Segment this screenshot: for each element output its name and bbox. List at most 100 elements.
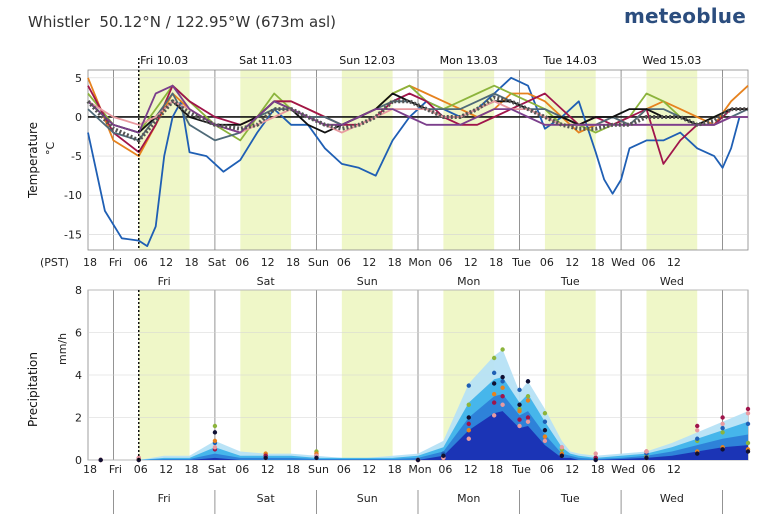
precip-point-model-6 xyxy=(314,455,319,461)
precip-point-model-6 xyxy=(500,374,505,380)
precip-point-model-4 xyxy=(525,415,531,420)
precip-point-model-2 xyxy=(517,387,522,393)
precip-point-model-6 xyxy=(559,453,565,458)
precip-point-model-6 xyxy=(745,449,751,454)
precip-point-model-3 xyxy=(466,428,471,433)
footer-day-label: Sat xyxy=(257,492,276,505)
precip-point-model-3 xyxy=(542,434,548,439)
temp-daylight-band xyxy=(240,70,292,250)
temp-time-tick: Sun xyxy=(308,256,329,269)
precip-time-tick: Mon xyxy=(408,463,431,476)
precip-time-tick: 12 xyxy=(565,463,579,476)
precip-axis-title: Precipitation xyxy=(26,352,40,427)
footer-day-label: Tue xyxy=(560,492,580,505)
precip-point-model-6 xyxy=(542,428,548,433)
precip-header-day-label: Wed xyxy=(660,275,684,288)
temp-time-tick: 06 xyxy=(235,256,249,269)
temp-ytick-label: -15 xyxy=(64,228,82,241)
precip-time-tick: 06 xyxy=(235,463,249,476)
precip-point-model-6 xyxy=(593,457,598,463)
precip-time-tick: 12 xyxy=(261,463,275,476)
precip-time-tick: Sun xyxy=(308,463,329,476)
precip-point-model-2 xyxy=(695,436,700,441)
precip-point-model-2 xyxy=(491,370,497,376)
precip-time-tick: 06 xyxy=(337,463,351,476)
temp-ytick-label: -10 xyxy=(64,189,82,202)
precip-point-model-5 xyxy=(695,428,700,433)
temp-daylight-band xyxy=(443,70,495,250)
precip-time-tick: 06 xyxy=(134,463,148,476)
temp-time-tick: 06 xyxy=(641,256,655,269)
precip-point-model-5 xyxy=(720,421,725,427)
temp-time-tick: 12 xyxy=(667,256,681,269)
precip-axis-unit: mm/h xyxy=(56,333,69,365)
precip-time-tick: 18 xyxy=(83,463,97,476)
precip-time-tick: 12 xyxy=(464,463,478,476)
precip-point-model-4 xyxy=(720,415,725,420)
date-label: Sun 12.03 xyxy=(339,54,395,67)
temp-time-tick: 18 xyxy=(185,256,199,269)
temp-time-tick: 12 xyxy=(261,256,275,269)
precip-time-tick: 12 xyxy=(667,463,681,476)
date-label: Tue 14.03 xyxy=(542,54,597,67)
precip-point-model-1 xyxy=(466,402,471,407)
precip-point-model-1 xyxy=(525,394,531,399)
temperature-plot-frame xyxy=(87,69,749,251)
temp-time-tick: 12 xyxy=(464,256,478,269)
precip-point-model-6 xyxy=(415,457,421,463)
precip-point-model-5 xyxy=(593,451,598,456)
precip-time-tick: 12 xyxy=(362,463,376,476)
chart-title: Whistler 50.12°N / 122.95°W (673m asl) xyxy=(28,13,336,31)
precip-time-tick: 18 xyxy=(489,463,503,476)
precip-time-tick: 12 xyxy=(159,463,173,476)
temp-time-tick: Sat xyxy=(208,256,227,269)
temp-time-tick: Mon xyxy=(408,256,431,269)
precip-point-model-6 xyxy=(466,415,471,420)
temp-time-tick: Wed xyxy=(611,256,635,269)
precip-point-model-6 xyxy=(98,457,103,463)
temp-time-tick: 06 xyxy=(438,256,452,269)
temp-time-tick: 12 xyxy=(159,256,173,269)
date-label: Wed 15.03 xyxy=(642,54,701,67)
precip-point-model-3 xyxy=(517,408,522,414)
precip-point-model-5 xyxy=(466,436,471,441)
precip-point-model-4 xyxy=(745,406,751,412)
meteoblue-logo[interactable]: meteoblue xyxy=(623,4,746,28)
precip-point-model-1 xyxy=(212,423,218,429)
precip-point-model-5 xyxy=(525,419,531,424)
precip-point-model-5 xyxy=(491,413,497,418)
precip-header-day-label: Sat xyxy=(257,275,276,288)
precip-point-model-1 xyxy=(500,347,505,352)
precip-time-tick: 06 xyxy=(641,463,655,476)
precip-time-tick: Sat xyxy=(208,463,227,476)
footer-day-label: Wed xyxy=(660,492,684,505)
temp-axis-title: Temperature xyxy=(26,122,40,199)
precip-point-model-2 xyxy=(542,419,548,424)
precip-point-model-1 xyxy=(491,355,497,361)
precip-point-model-3 xyxy=(525,398,531,403)
precip-time-tick: 18 xyxy=(591,463,605,476)
footer-day-label: Mon xyxy=(457,492,480,505)
precip-spread-spread_p40 xyxy=(88,411,748,460)
temp-axis-unit: °C xyxy=(44,142,57,156)
precip-point-model-4 xyxy=(466,421,471,427)
temp-ytick-label: 0 xyxy=(75,111,82,124)
precip-point-model-1 xyxy=(720,430,725,435)
temp-line-multimodel-mean xyxy=(86,95,748,143)
temp-time-tick: 06 xyxy=(134,256,148,269)
temp-time-tick: 18 xyxy=(83,256,97,269)
precip-point-model-4 xyxy=(517,417,522,422)
footer-day-label: Fri xyxy=(158,492,171,505)
precip-point-model-5 xyxy=(745,411,751,416)
temp-line-model-3 xyxy=(87,84,748,142)
precip-time-tick: 06 xyxy=(540,463,554,476)
precip-ytick-label: 6 xyxy=(75,327,82,340)
temp-time-tick: 18 xyxy=(388,256,402,269)
precip-time-tick: Fri xyxy=(109,463,122,476)
precip-point-model-6 xyxy=(212,430,218,435)
precip-time-tick: Wed xyxy=(611,463,635,476)
precip-ytick-label: 4 xyxy=(75,369,82,382)
precip-time-tick: Tue xyxy=(511,463,531,476)
temp-time-tick: 18 xyxy=(286,256,300,269)
precip-point-model-6 xyxy=(644,455,649,461)
